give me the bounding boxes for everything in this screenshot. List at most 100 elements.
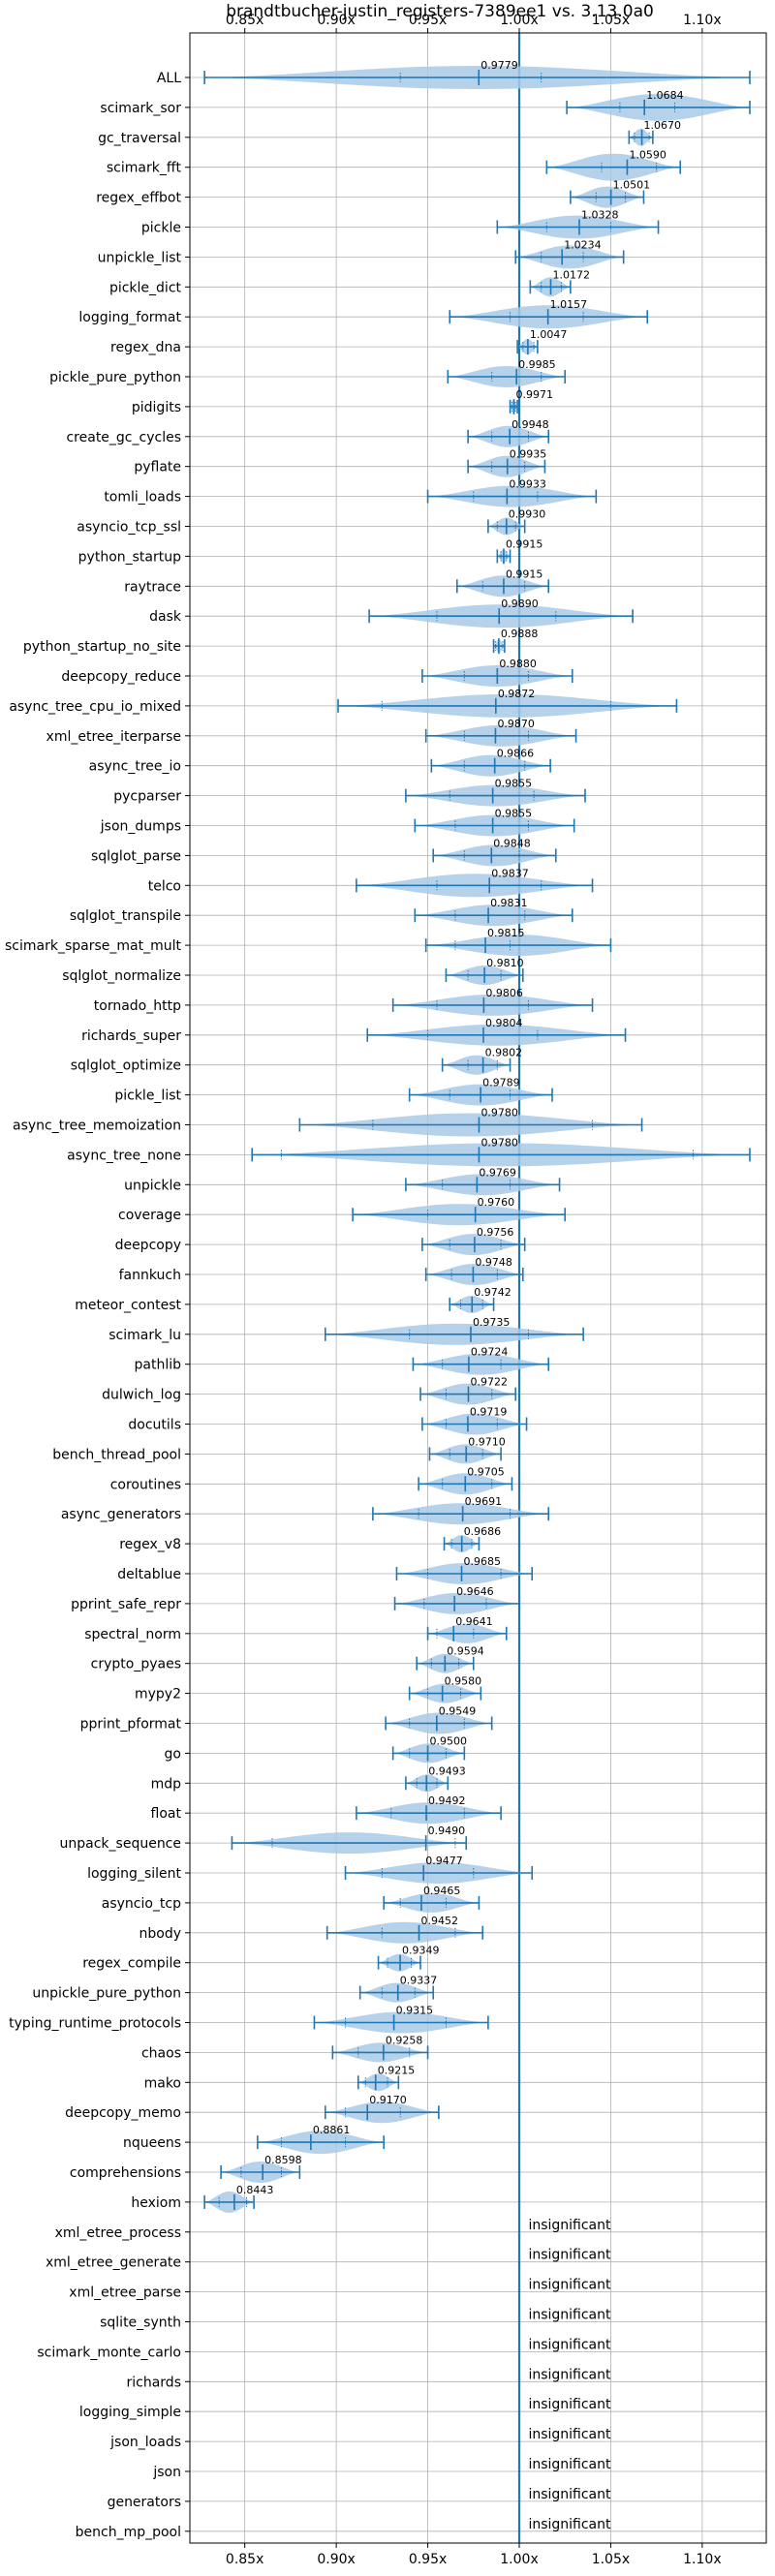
benchmark-label: pycparser [113,789,181,805]
value-label: 1.0047 [530,328,568,341]
benchmark-label: mypy2 [135,1687,181,1702]
benchmark-label: xml_etree_iterparse [46,729,181,745]
value-label: 0.9930 [509,508,546,521]
benchmark-label: json_dumps [100,819,181,835]
value-label: 0.9719 [470,1406,508,1419]
benchmark-label: dulwich_log [102,1388,181,1403]
value-label: 0.9804 [485,1017,523,1029]
benchmark-label: bench_thread_pool [52,1447,181,1462]
benchmark-label: hexiom [131,2195,181,2211]
benchmark-label: typing_runtime_protocols [9,2016,181,2032]
benchmark-label: scimark_monte_carlo [37,2345,181,2360]
benchmark-label: json [152,2465,181,2480]
benchmark-label: raytrace [124,579,181,595]
value-label: 0.9493 [428,1764,466,1777]
insignificant-label: insignificant [528,2367,611,2382]
benchmark-label: unpickle_pure_python [32,1986,181,2002]
benchmark-label: sqlglot_parse [91,848,181,864]
benchmark-label: scimark_sor [100,101,181,116]
benchmark-label: spectral_norm [84,1627,181,1642]
value-label: 0.9337 [400,1975,438,1987]
benchmark-label: scimark_lu [108,1328,181,1343]
value-label: 0.8443 [236,2184,274,2196]
value-label: 0.9780 [480,1136,518,1149]
benchmark-label: xml_etree_parse [69,2285,181,2301]
benchmark-label: scimark_fft [107,161,182,176]
value-label: 0.9760 [478,1196,514,1209]
benchmark-label: regex_compile [82,1956,181,1972]
value-label: 0.9880 [499,658,537,670]
value-label: 1.0501 [613,179,651,192]
value-label: 0.9170 [369,2094,407,2106]
benchmark-label: deepcopy [115,1238,181,1253]
benchmark-label: pidigits [132,400,181,415]
value-label: 0.9686 [464,1525,502,1538]
value-label: 0.9802 [485,1047,522,1059]
value-label: 0.9315 [396,2005,434,2017]
benchmark-label: regex_effbot [96,191,181,206]
benchmark-label: pyflate [134,460,181,475]
violin-pickle-list [410,1085,552,1106]
benchmark-label: gc_traversal [98,131,181,146]
benchmark-label: deepcopy_memo [65,2105,181,2121]
benchmark-label: python_startup [78,549,181,565]
value-label: 0.9780 [480,1107,518,1119]
benchmark-label: pickle_pure_python [49,370,181,385]
value-label: 0.9872 [498,688,536,700]
benchmark-label: sqlglot_normalize [62,968,181,984]
benchmark-label: crypto_pyaes [91,1657,181,1672]
value-label: 0.9855 [495,808,532,820]
value-label: 0.9258 [386,2034,423,2046]
value-label: 0.8861 [313,2124,351,2136]
benchmark-label: regex_dna [110,340,181,355]
benchmark-label: ALL [157,71,181,86]
value-label: 0.9710 [468,1435,506,1448]
x-tick-label-top: 0.85x [226,13,264,28]
insignificant-label: insignificant [528,2427,611,2442]
y-axis-tick-labels: ALL scimark_sor gc_traversal scimark_fftreg… [5,71,190,2540]
benchmark-label: unpickle_list [98,250,182,265]
insignificant-label: insignificant [528,2337,611,2352]
benchmark-label: pickle_dict [109,280,182,295]
benchmark-label: pprint_pformat [80,1717,182,1733]
benchmark-label: richards_super [81,1028,181,1044]
value-label: 0.9477 [425,1855,463,1867]
value-label: 0.9985 [518,358,556,371]
insignificant-label: insignificant [528,2248,611,2263]
value-label: 0.9549 [439,1705,477,1718]
value-label: 0.9971 [516,388,554,401]
value-label: 0.9890 [501,598,539,610]
value-label: 1.0670 [644,119,682,132]
value-label: 0.9848 [493,837,531,849]
value-label: 0.9641 [455,1615,493,1628]
value-label: 0.9866 [497,748,535,760]
benchmark-label: generators [108,2495,181,2510]
violin-ALL [204,66,750,89]
benchmark-label: deepcopy_reduce [61,669,181,685]
benchmark-label: python_startup_no_site [23,639,181,655]
value-label: 0.9748 [475,1256,512,1269]
value-label: 0.9948 [512,418,549,431]
benchmark-label: create_gc_cycles [66,430,181,445]
violin-coverage [353,1204,565,1225]
violin-async-generators [373,1503,548,1524]
x-tick-label-bottom: 1.05x [592,2552,630,2567]
benchmark-label: go [165,1746,181,1762]
benchmark-label: logging_simple [79,2405,181,2420]
x-tick-label-bottom: 0.95x [409,2552,447,2567]
benchmark-label: docutils [128,1418,181,1433]
benchmark-label: sqlglot_transpile [70,908,181,924]
value-label: 0.9685 [464,1555,502,1568]
value-label: 0.9933 [509,478,546,491]
benchmark-label: chaos [141,2045,181,2061]
value-label: 0.9594 [447,1645,484,1658]
value-label: 1.0157 [550,298,588,311]
violin-nbody [327,1922,483,1944]
value-label: 0.9735 [473,1316,511,1329]
value-label: 0.9452 [420,1915,458,1927]
insignificant-label: insignificant [528,2517,611,2532]
value-label: 0.9580 [445,1675,482,1688]
value-label: 1.0328 [581,209,619,222]
violin-telco [356,874,593,897]
value-label: 0.9870 [497,718,535,730]
